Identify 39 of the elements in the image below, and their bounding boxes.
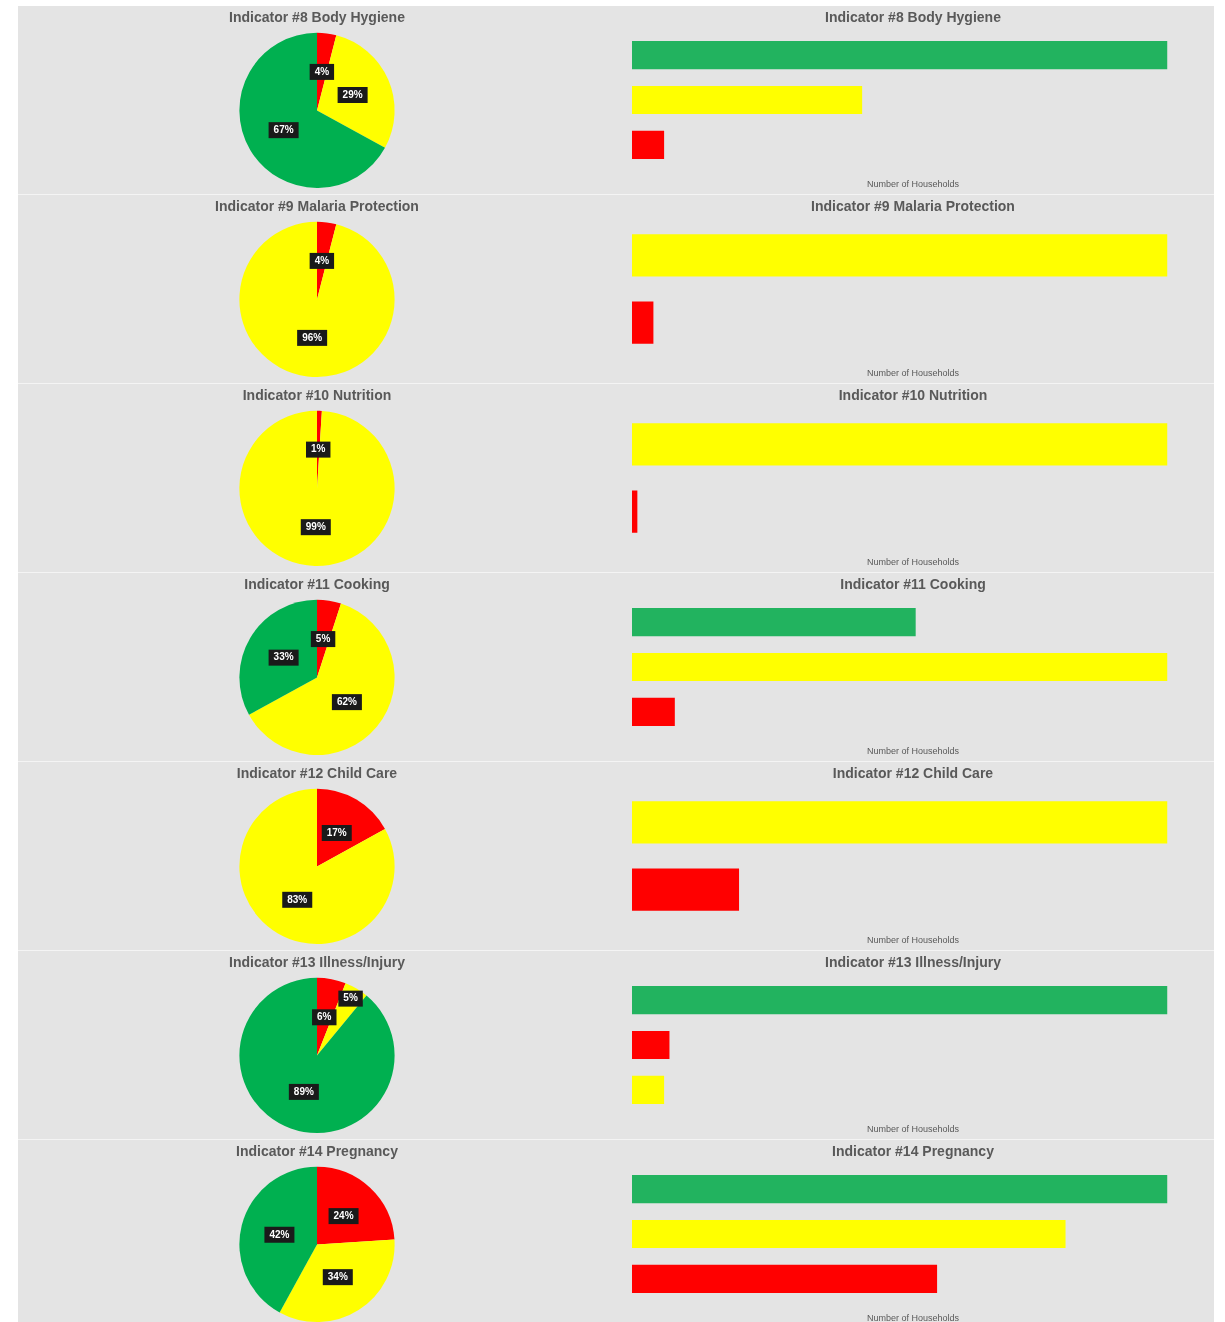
chart-title: Indicator #11 Cooking bbox=[244, 576, 390, 593]
data-label: 1% bbox=[310, 443, 326, 455]
chart-title: Indicator #14 Pregnancy bbox=[236, 1143, 399, 1160]
data-label: 42% bbox=[269, 1228, 290, 1240]
chart-title: Indicator #10 Nutrition bbox=[242, 387, 392, 404]
chart-title: Indicator #9 Malaria Protection bbox=[811, 198, 1015, 215]
data-label: 5% bbox=[343, 992, 358, 1004]
x-axis-title: Number of Households bbox=[866, 746, 960, 757]
data-label: 99% bbox=[305, 520, 326, 532]
chart-title: Indicator #11 Cooking bbox=[840, 576, 986, 593]
x-axis-title: Number of Households bbox=[866, 1124, 960, 1135]
data-label: 34% bbox=[327, 1270, 348, 1282]
chart-title: Indicator #13 Illness/Injury bbox=[229, 954, 406, 971]
data-label: 83% bbox=[287, 893, 308, 905]
data-label: 62% bbox=[336, 695, 358, 707]
x-axis-title: Number of Households bbox=[866, 557, 960, 568]
x-axis-title: Number of Households bbox=[866, 368, 960, 379]
data-label: 29% bbox=[342, 88, 363, 100]
data-label: 96% bbox=[302, 331, 323, 343]
x-axis-title: Number of Households bbox=[866, 935, 960, 946]
data-label: 4% bbox=[314, 254, 330, 266]
data-label: 24% bbox=[333, 1209, 354, 1221]
chart-title: Indicator #9 Malaria Protection bbox=[215, 198, 419, 215]
data-label: 33% bbox=[273, 651, 294, 663]
data-label: 5% bbox=[315, 632, 331, 644]
chart-title: Indicator #13 Illness/Injury bbox=[825, 954, 1002, 971]
data-label: 17% bbox=[326, 826, 347, 838]
chart-title: Indicator #8 Body Hygiene bbox=[229, 9, 406, 26]
chart-title: Indicator #8 Body Hygiene bbox=[825, 9, 1002, 26]
data-label: 6% bbox=[317, 1011, 332, 1023]
data-label: 89% bbox=[293, 1085, 314, 1097]
data-label: 67% bbox=[273, 123, 294, 135]
chart-title: Indicator #12 Child Care bbox=[236, 765, 398, 782]
chart-title: Indicator #10 Nutrition bbox=[838, 387, 988, 404]
chart-title: Indicator #14 Pregnancy bbox=[832, 1143, 995, 1160]
x-axis-title: Number of Households bbox=[866, 1313, 960, 1322]
data-label: 4% bbox=[314, 65, 330, 77]
chart-title: Indicator #12 Child Care bbox=[832, 765, 994, 782]
x-axis-title: Number of Households bbox=[866, 179, 960, 190]
